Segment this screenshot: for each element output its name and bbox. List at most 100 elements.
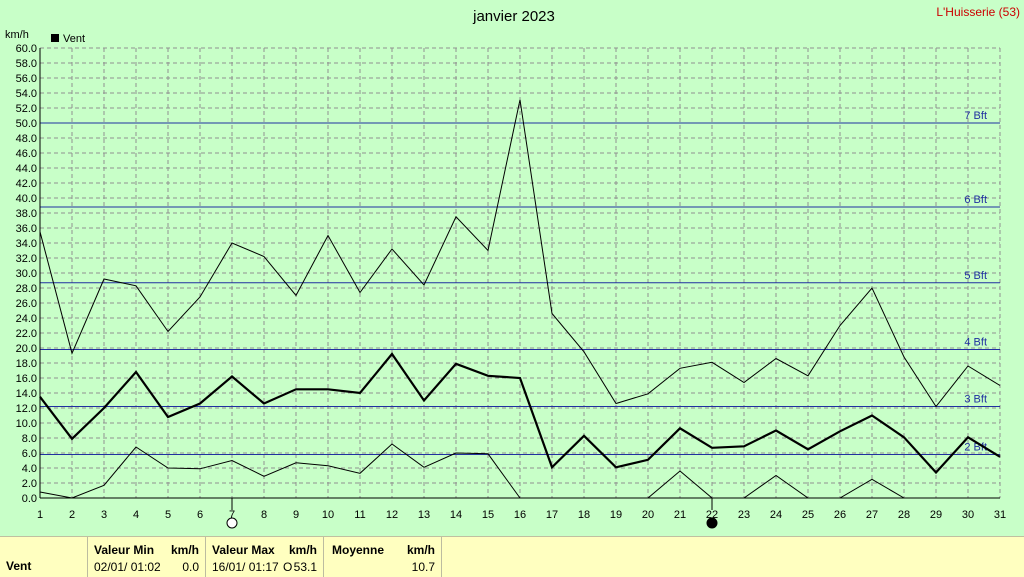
stats-row-cell: Vent bbox=[0, 537, 88, 577]
series-max bbox=[39, 99, 1001, 408]
y-tick-label: 22.0 bbox=[16, 328, 37, 340]
x-tick-label: 8 bbox=[261, 509, 267, 521]
beaufort-label: 4 Bft bbox=[964, 337, 987, 349]
x-tick-label: 24 bbox=[770, 509, 782, 521]
min-value: 0.0 bbox=[182, 560, 199, 574]
y-tick-label: 48.0 bbox=[16, 133, 37, 145]
legend-swatch bbox=[51, 34, 59, 42]
x-tick-label: 11 bbox=[354, 509, 365, 521]
x-tick-label: 22 bbox=[706, 509, 718, 521]
series-lines bbox=[39, 99, 1001, 499]
x-tick-label: 1 bbox=[37, 509, 43, 521]
axes: 0.0 2.0 4.0 6.0 8.0 10.0 12.0 14.0 16.0 18.0 20.0 2… bbox=[16, 43, 1007, 521]
beaufort-label: 5 Bft bbox=[964, 270, 987, 282]
x-tick-label: 7 bbox=[229, 509, 235, 521]
x-tick-label: 10 bbox=[322, 509, 334, 521]
x-tick-label: 26 bbox=[834, 509, 846, 521]
x-tick-label: 29 bbox=[930, 509, 942, 521]
min-date: 02/01/ 01:02 bbox=[94, 560, 161, 574]
y-tick-label: 44.0 bbox=[16, 163, 37, 175]
y-tick-label: 36.0 bbox=[16, 223, 37, 235]
min-header: Valeur Min bbox=[94, 543, 155, 557]
moon-phases bbox=[226, 498, 718, 529]
y-tick-label: 14.0 bbox=[16, 388, 37, 400]
x-tick-label: 28 bbox=[898, 509, 910, 521]
grid bbox=[39, 47, 1001, 499]
min-unit: km/h bbox=[170, 543, 199, 557]
x-tick-label: 5 bbox=[165, 509, 171, 521]
y-tick-label: 56.0 bbox=[16, 73, 37, 85]
y-tick-label: 2.0 bbox=[22, 478, 37, 490]
x-tick-label: 15 bbox=[482, 509, 494, 521]
x-tick-label: 18 bbox=[578, 509, 590, 521]
y-tick-label: 6.0 bbox=[22, 448, 37, 460]
x-tick-label: 30 bbox=[962, 509, 974, 521]
x-tick-label: 9 bbox=[293, 509, 299, 521]
x-tick-label: 6 bbox=[197, 509, 203, 521]
mean-header: Moyenne bbox=[332, 543, 385, 557]
stats-panel: Vent Valeur Min km/h 02/01/ 01:02 0.0 Va… bbox=[0, 536, 1024, 577]
y-tick-label: 46.0 bbox=[16, 148, 37, 160]
max-unit: km/h bbox=[288, 543, 317, 557]
station-name: L'Huisserie (53) bbox=[936, 5, 1020, 19]
y-tick-label: 20.0 bbox=[16, 343, 37, 355]
y-tick-label: 16.0 bbox=[16, 373, 37, 385]
max-value: 53.1 bbox=[293, 560, 317, 574]
x-tick-label: 4 bbox=[133, 509, 139, 521]
y-tick-label: 58.0 bbox=[16, 58, 37, 70]
beaufort-label: 6 Bft bbox=[964, 194, 987, 206]
y-tick-label: 18.0 bbox=[16, 358, 37, 370]
y-tick-label: 4.0 bbox=[22, 463, 37, 475]
y-tick-label: 60.0 bbox=[16, 43, 37, 55]
x-tick-label: 13 bbox=[418, 509, 430, 521]
mean-value: 10.7 bbox=[411, 560, 435, 574]
y-tick-label: 26.0 bbox=[16, 298, 37, 310]
y-tick-label: 40.0 bbox=[16, 193, 37, 205]
y-tick-label: 0.0 bbox=[22, 493, 37, 505]
x-tick-label: 21 bbox=[674, 509, 686, 521]
x-tick-label: 20 bbox=[642, 509, 654, 521]
beaufort-label: 3 Bft bbox=[964, 394, 987, 406]
y-tick-label: 12.0 bbox=[16, 403, 37, 415]
y-tick-label: 52.0 bbox=[16, 103, 37, 115]
stats-mean-cell: Moyenne km/h 10.7 bbox=[324, 537, 442, 577]
y-tick-label: 24.0 bbox=[16, 313, 37, 325]
y-tick-label: 50.0 bbox=[16, 118, 37, 130]
y-tick-label: 34.0 bbox=[16, 238, 37, 250]
y-axis-unit: km/h bbox=[5, 29, 29, 41]
x-tick-label: 12 bbox=[386, 509, 398, 521]
x-tick-label: 25 bbox=[802, 509, 814, 521]
x-tick-label: 2 bbox=[69, 509, 75, 521]
stats-min-cell: Valeur Min km/h 02/01/ 01:02 0.0 bbox=[88, 537, 206, 577]
max-header: Valeur Max bbox=[212, 543, 275, 557]
series-mean bbox=[39, 352, 1001, 475]
x-tick-label: 14 bbox=[450, 509, 462, 521]
x-tick-label: 27 bbox=[866, 509, 878, 521]
chart-title: janvier 2023 bbox=[472, 8, 555, 25]
x-tick-label: 19 bbox=[610, 509, 622, 521]
y-tick-label: 32.0 bbox=[16, 253, 37, 265]
legend-label: Vent bbox=[63, 33, 85, 45]
y-tick-label: 8.0 bbox=[22, 433, 37, 445]
y-tick-label: 42.0 bbox=[16, 178, 37, 190]
wind-chart: janvier 2023 L'Huisserie (53) km/h Vent … bbox=[5, 5, 1020, 529]
max-date: 16/01/ 01:17 bbox=[212, 560, 279, 574]
series-min bbox=[647, 470, 905, 499]
y-tick-label: 54.0 bbox=[16, 88, 37, 100]
y-tick-label: 30.0 bbox=[16, 268, 37, 280]
x-tick-label: 17 bbox=[546, 509, 558, 521]
full-moon-icon bbox=[226, 517, 238, 529]
y-tick-label: 38.0 bbox=[16, 208, 37, 220]
new-moon-icon bbox=[706, 517, 718, 529]
y-tick-label: 10.0 bbox=[16, 418, 37, 430]
max-direction: O bbox=[283, 560, 293, 574]
stats-max-cell: Valeur Max km/h 16/01/ 01:17 O 53.1 bbox=[206, 537, 324, 577]
x-tick-label: 16 bbox=[514, 509, 526, 521]
y-tick-label: 28.0 bbox=[16, 283, 37, 295]
series-min bbox=[39, 443, 521, 499]
x-tick-label: 3 bbox=[101, 509, 107, 521]
mean-unit: km/h bbox=[406, 543, 435, 557]
stats-row-label: Vent bbox=[6, 559, 32, 573]
x-tick-label: 23 bbox=[738, 509, 750, 521]
